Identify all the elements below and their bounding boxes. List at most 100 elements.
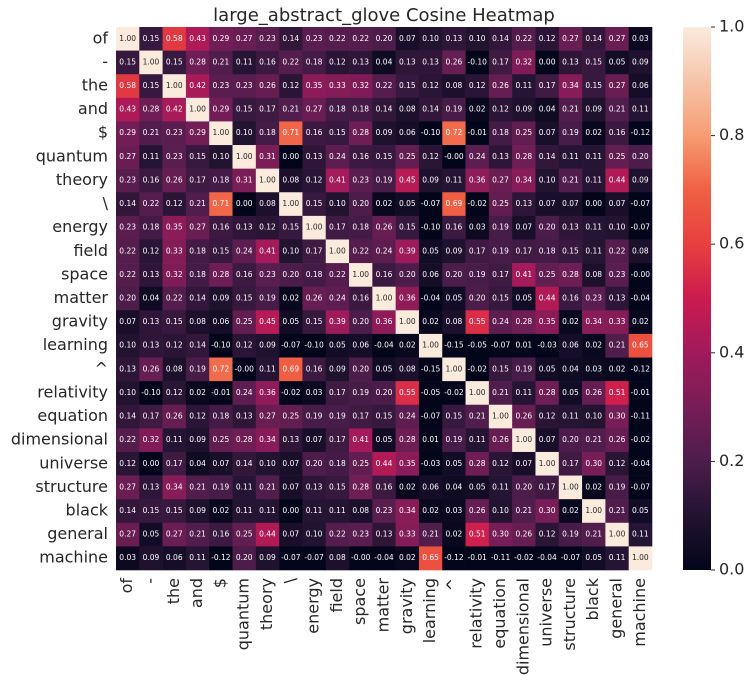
cell-label: 0.28 (515, 317, 532, 326)
cell-label: 0.10 (492, 506, 509, 515)
y-tick-label: universe (39, 453, 108, 472)
heatmap-cell (512, 27, 536, 51)
cell-label: 0.05 (376, 435, 393, 444)
heatmap-cell (418, 121, 443, 146)
cell-label: 0.16 (352, 152, 369, 161)
heatmap-cell (488, 50, 513, 75)
heatmap-cell (162, 74, 187, 99)
cell-label: 0.43 (119, 105, 136, 114)
heatmap-cell (512, 168, 536, 193)
cell-label: 0.07 (282, 482, 299, 491)
cell-label: 0.15 (585, 57, 602, 66)
heatmap-cell (582, 263, 606, 287)
cell-label: 0.17 (259, 105, 276, 114)
cell-label: 0.19 (492, 246, 509, 255)
heatmap-cell (582, 357, 606, 382)
heatmap-cell (372, 333, 396, 358)
heatmap-cell (395, 310, 420, 335)
heatmap-cell (279, 215, 303, 240)
heatmap-cell (302, 121, 327, 146)
cell-label: -0.04 (537, 553, 557, 562)
heatmap-cell (185, 239, 210, 264)
cell-label: 0.34 (515, 175, 532, 184)
cell-label: 0.09 (143, 553, 160, 562)
heatmap-cell (465, 428, 490, 453)
heatmap-cell (488, 263, 513, 287)
heatmap-cell (628, 404, 653, 429)
cell-label: 0.15 (143, 81, 160, 90)
cell-label: 0.06 (399, 128, 416, 137)
heatmap-cell (302, 357, 327, 382)
colorbar-tick-label: 1.0 (719, 17, 744, 36)
cell-label: 1.00 (585, 506, 602, 515)
heatmap-cell (628, 215, 653, 240)
cell-label: 0.13 (446, 34, 463, 43)
heatmap-cell (139, 145, 163, 169)
colorbar-tick-label: 0.0 (719, 560, 744, 579)
cell-label: 0.27 (609, 34, 626, 43)
cell-label: 0.21 (609, 341, 626, 350)
heatmap-cell (395, 168, 420, 193)
cell-label: 0.08 (632, 246, 649, 255)
cell-label: 0.17 (562, 459, 579, 468)
heatmap-cell (162, 475, 187, 500)
cell-label: 0.11 (585, 152, 602, 161)
heatmap-cell (302, 404, 327, 429)
heatmap-cell (465, 451, 490, 476)
cell-label: 0.21 (143, 128, 160, 137)
cell-label: -0.10 (468, 57, 488, 66)
cell-label: 0.13 (119, 364, 136, 373)
cell-label: 0.24 (329, 294, 346, 303)
heatmap-cell (139, 27, 163, 51)
cell-label: 0.15 (492, 294, 509, 303)
heatmap-cell (512, 97, 536, 122)
cell-label: 0.33 (399, 530, 416, 539)
cell-label: 0.22 (352, 34, 369, 43)
cell-label: 0.11 (585, 175, 602, 184)
cell-label: 0.28 (352, 482, 369, 491)
y-tick-label: energy (52, 217, 108, 236)
heatmap-cell (232, 192, 257, 217)
cell-label: 0.25 (352, 459, 369, 468)
heatmap-cell (162, 145, 187, 169)
cell-label: 0.14 (236, 459, 253, 468)
heatmap-cell (162, 451, 187, 476)
cell-label: 0.16 (306, 364, 323, 373)
cell-label: 0.26 (515, 412, 532, 421)
cell-label: 0.22 (329, 34, 346, 43)
cell-label: 0.02 (632, 317, 649, 326)
heatmap-cell (605, 263, 629, 287)
heatmap-cell (372, 381, 396, 406)
cell-label: 0.20 (562, 435, 579, 444)
heatmap-cell (512, 74, 536, 99)
cell-label: 0.10 (119, 388, 136, 397)
cell-label: 0.14 (422, 105, 439, 114)
cell-label: 0.25 (539, 270, 556, 279)
cell-label: 0.42 (189, 81, 206, 90)
heatmap-cell (279, 239, 303, 264)
y-tick-label: machine (39, 548, 108, 567)
cell-label: 0.00 (585, 199, 602, 208)
heatmap-cell (442, 145, 466, 169)
heatmap-cell (395, 333, 420, 358)
x-tick-label: black (583, 577, 602, 620)
heatmap-cell (512, 381, 536, 406)
heatmap-cell (302, 145, 327, 169)
cell-label: 0.07 (539, 199, 556, 208)
heatmap-cell (139, 357, 163, 382)
cell-label: 0.33 (329, 81, 346, 90)
heatmap-cell (582, 310, 606, 335)
cell-label: 0.33 (166, 246, 183, 255)
heatmap-cell (465, 121, 490, 146)
y-tick-label: space (61, 264, 108, 283)
x-tick-label: matter (374, 578, 393, 633)
cell-label: 0.71 (213, 199, 230, 208)
heatmap-cell (255, 333, 280, 358)
cell-label: -0.01 (468, 128, 488, 137)
heatmap-cell (582, 50, 606, 75)
heatmap-cell (185, 286, 210, 311)
cell-label: 0.25 (609, 152, 626, 161)
cell-label: 0.18 (189, 246, 206, 255)
heatmap-cell (372, 121, 396, 146)
heatmap-cell (628, 428, 653, 453)
